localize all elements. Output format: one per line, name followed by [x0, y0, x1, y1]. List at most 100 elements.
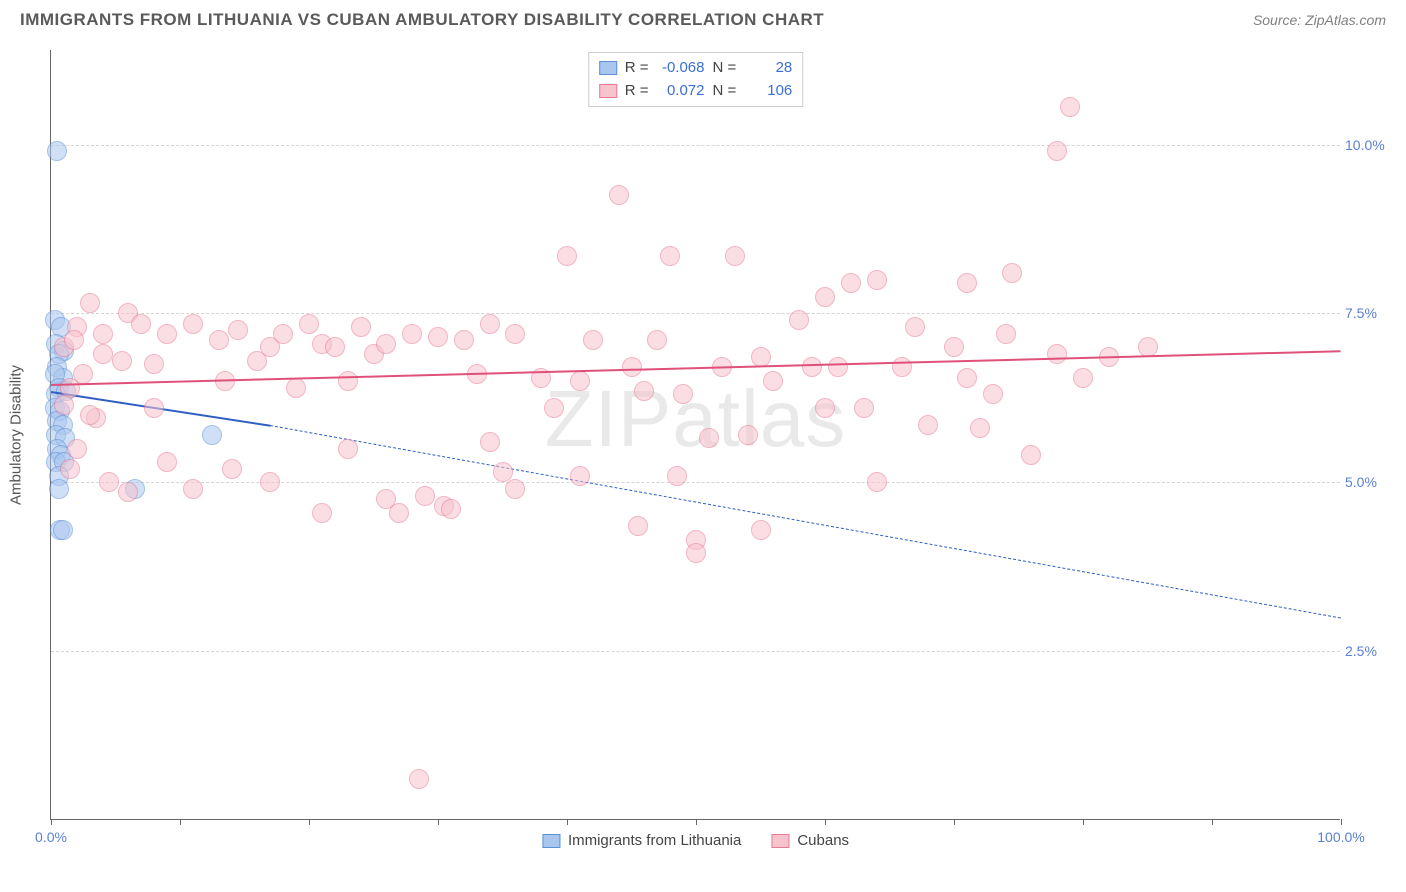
scatter-chart: Ambulatory Disability ZIPatlas R =-0.068…	[50, 50, 1340, 820]
data-point-cubans	[738, 425, 758, 445]
data-point-cubans	[1021, 445, 1041, 465]
data-point-cubans	[570, 466, 590, 486]
data-point-cubans	[209, 330, 229, 350]
data-point-cubans	[415, 486, 435, 506]
watermark-thin: atlas	[672, 374, 846, 463]
source-label: Source: ZipAtlas.com	[1253, 12, 1386, 28]
data-point-cubans	[673, 384, 693, 404]
x-tick-label: 0.0%	[35, 829, 67, 845]
legend-r-value: -0.068	[657, 57, 705, 80]
data-point-cubans	[1047, 344, 1067, 364]
x-tick	[567, 819, 568, 825]
gridline	[51, 313, 1340, 314]
data-point-cubans	[260, 472, 280, 492]
data-point-cubans	[815, 398, 835, 418]
data-point-cubans	[222, 459, 242, 479]
data-point-lithuania	[47, 141, 67, 161]
x-tick	[696, 819, 697, 825]
data-point-cubans	[93, 324, 113, 344]
series-legend: Immigrants from Lithuania Cubans	[542, 832, 849, 849]
x-tick	[51, 819, 52, 825]
legend-item: Immigrants from Lithuania	[542, 832, 741, 849]
x-tick	[825, 819, 826, 825]
data-point-cubans	[628, 516, 648, 536]
data-point-cubans	[1060, 97, 1080, 117]
data-point-cubans	[64, 330, 84, 350]
data-point-cubans	[1047, 141, 1067, 161]
data-point-cubans	[144, 398, 164, 418]
data-point-cubans	[544, 398, 564, 418]
data-point-cubans	[60, 459, 80, 479]
data-point-cubans	[112, 351, 132, 371]
y-tick-label: 5.0%	[1345, 474, 1390, 490]
y-axis-label: Ambulatory Disability	[8, 364, 25, 504]
data-point-cubans	[157, 452, 177, 472]
data-point-cubans	[286, 378, 306, 398]
legend-r-label: R =	[625, 80, 649, 103]
data-point-lithuania	[202, 425, 222, 445]
trend-line	[51, 351, 1341, 387]
data-point-cubans	[480, 314, 500, 334]
legend-row-lithuania: R =-0.068N =28	[599, 57, 793, 80]
data-point-cubans	[338, 371, 358, 391]
data-point-cubans	[1073, 368, 1093, 388]
header: IMMIGRANTS FROM LITHUANIA VS CUBAN AMBUL…	[0, 0, 1406, 30]
data-point-cubans	[957, 368, 977, 388]
data-point-cubans	[99, 472, 119, 492]
data-point-lithuania	[53, 520, 73, 540]
legend-swatch	[599, 84, 617, 98]
data-point-cubans	[686, 543, 706, 563]
data-point-cubans	[454, 330, 474, 350]
data-point-cubans	[583, 330, 603, 350]
data-point-cubans	[54, 395, 74, 415]
data-point-cubans	[325, 337, 345, 357]
data-point-cubans	[918, 415, 938, 435]
x-tick	[954, 819, 955, 825]
x-tick	[180, 819, 181, 825]
data-point-cubans	[505, 479, 525, 499]
data-point-cubans	[131, 314, 151, 334]
data-point-cubans	[944, 337, 964, 357]
data-point-cubans	[957, 273, 977, 293]
data-point-cubans	[402, 324, 422, 344]
data-point-cubans	[1002, 263, 1022, 283]
trend-line	[270, 425, 1341, 618]
x-tick	[1083, 819, 1084, 825]
legend-swatch	[771, 834, 789, 848]
data-point-cubans	[228, 320, 248, 340]
gridline	[51, 482, 1340, 483]
data-point-cubans	[996, 324, 1016, 344]
legend-label: Cubans	[797, 832, 849, 849]
data-point-cubans	[299, 314, 319, 334]
legend-label: Immigrants from Lithuania	[568, 832, 741, 849]
data-point-cubans	[751, 520, 771, 540]
data-point-cubans	[867, 270, 887, 290]
data-point-cubans	[118, 482, 138, 502]
y-tick-label: 7.5%	[1345, 305, 1390, 321]
data-point-cubans	[312, 503, 332, 523]
data-point-cubans	[570, 371, 590, 391]
data-point-cubans	[273, 324, 293, 344]
legend-n-label: N =	[713, 80, 737, 103]
data-point-cubans	[183, 479, 203, 499]
data-point-cubans	[828, 357, 848, 377]
data-point-cubans	[80, 293, 100, 313]
correlation-legend: R =-0.068N =28R =0.072N =106	[588, 52, 804, 107]
data-point-cubans	[802, 357, 822, 377]
legend-swatch	[599, 61, 617, 75]
data-point-cubans	[376, 334, 396, 354]
data-point-cubans	[67, 439, 87, 459]
x-tick	[309, 819, 310, 825]
data-point-cubans	[699, 428, 719, 448]
x-tick	[1212, 819, 1213, 825]
data-point-cubans	[505, 324, 525, 344]
data-point-cubans	[854, 398, 874, 418]
x-tick-label: 100.0%	[1317, 829, 1364, 845]
x-tick	[438, 819, 439, 825]
data-point-cubans	[93, 344, 113, 364]
watermark: ZIPatlas	[545, 373, 846, 465]
data-point-cubans	[660, 246, 680, 266]
data-point-cubans	[493, 462, 513, 482]
data-point-cubans	[144, 354, 164, 374]
data-point-cubans	[338, 439, 358, 459]
